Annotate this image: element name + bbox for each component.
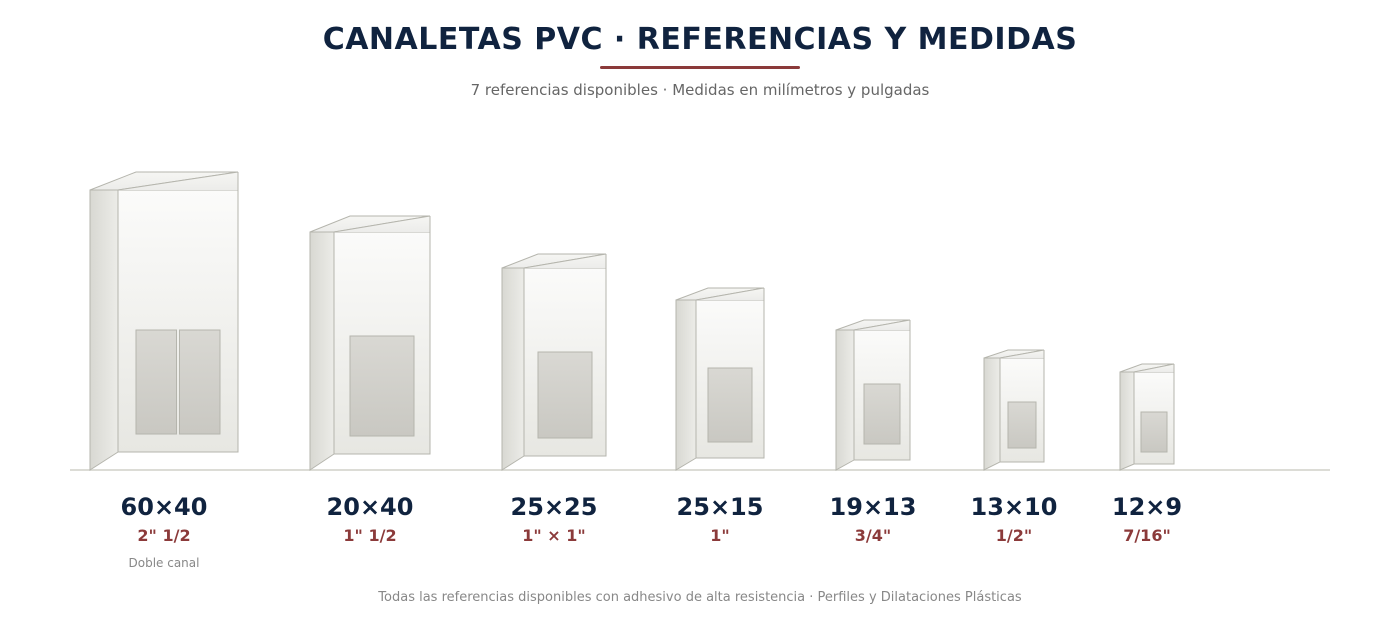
profile-size-mm: 25×25 (510, 493, 598, 521)
profile-side-face (983, 357, 1001, 471)
profile-channel (863, 383, 901, 445)
title-underline (600, 66, 800, 69)
profile-size-mm: 19×13 (829, 493, 917, 521)
profile-channel (537, 351, 593, 439)
profile-top-line (1133, 363, 1175, 373)
profile-top-line (853, 319, 911, 331)
profile-size-mm: 60×40 (120, 493, 208, 521)
profile-channel (1140, 411, 1168, 453)
profile-side-face (309, 231, 335, 471)
profile-label-1: 60×40 2" 1/2 Doble canal (74, 492, 254, 571)
profile-side-face (835, 329, 855, 471)
profile-channel (707, 367, 753, 443)
profile-side-face (501, 267, 525, 471)
profile-6 (983, 349, 1045, 471)
profile-top-line (523, 253, 607, 269)
page-subtitle: 7 referencias disponibles · Medidas en m… (470, 81, 930, 99)
profile-size-inch: 7/16" (1123, 526, 1171, 545)
profile-4 (675, 287, 765, 471)
profile-side-face (1119, 371, 1135, 471)
profile-size-mm: 12×9 (1111, 493, 1183, 521)
page-title: CANALETAS PVC · REFERENCIAS Y MEDIDAS (322, 22, 1078, 57)
profile-size-mm: 13×10 (970, 493, 1058, 521)
profile-size-inch: 1" × 1" (522, 526, 586, 545)
profile-side-face (675, 299, 697, 471)
profile-5 (835, 319, 911, 471)
profile-side-face (89, 189, 119, 471)
profile-size-inch: 1" (710, 526, 730, 545)
profile-size-inch: 1" 1/2 (343, 526, 397, 545)
profile-top-line (999, 349, 1045, 359)
profile-channel (1007, 401, 1037, 449)
profile-size-inch: 1/2" (995, 526, 1033, 545)
profile-channel (135, 329, 177, 435)
profile-top-line (695, 287, 765, 301)
profile-3 (501, 253, 607, 471)
profile-size-mm: 20×40 (326, 493, 414, 521)
profile-top-line (117, 171, 239, 191)
profile-label-3: 25×25 1" × 1" (464, 492, 644, 546)
profile-label-6: 13×10 1/2" (924, 492, 1104, 546)
profile-7 (1119, 363, 1175, 471)
profile-size-mm: 25×15 (676, 493, 764, 521)
profile-size-inch: 2" 1/2 (137, 526, 191, 545)
profile-label-5: 19×13 3/4" (783, 492, 963, 546)
profile-label-2: 20×40 1" 1/2 (280, 492, 460, 546)
profile-channel (349, 335, 415, 437)
profile-2 (309, 215, 431, 471)
profile-note: Doble canal (128, 556, 200, 570)
profile-channel (179, 329, 221, 435)
profile-size-inch: 3/4" (854, 526, 892, 545)
profile-label-4: 25×15 1" (630, 492, 810, 546)
profile-label-7: 12×9 7/16" (1057, 492, 1237, 546)
profile-top-line (333, 215, 431, 233)
footer-note: Todas las referencias disponibles con ad… (378, 590, 1022, 605)
profile-1 (89, 171, 239, 471)
